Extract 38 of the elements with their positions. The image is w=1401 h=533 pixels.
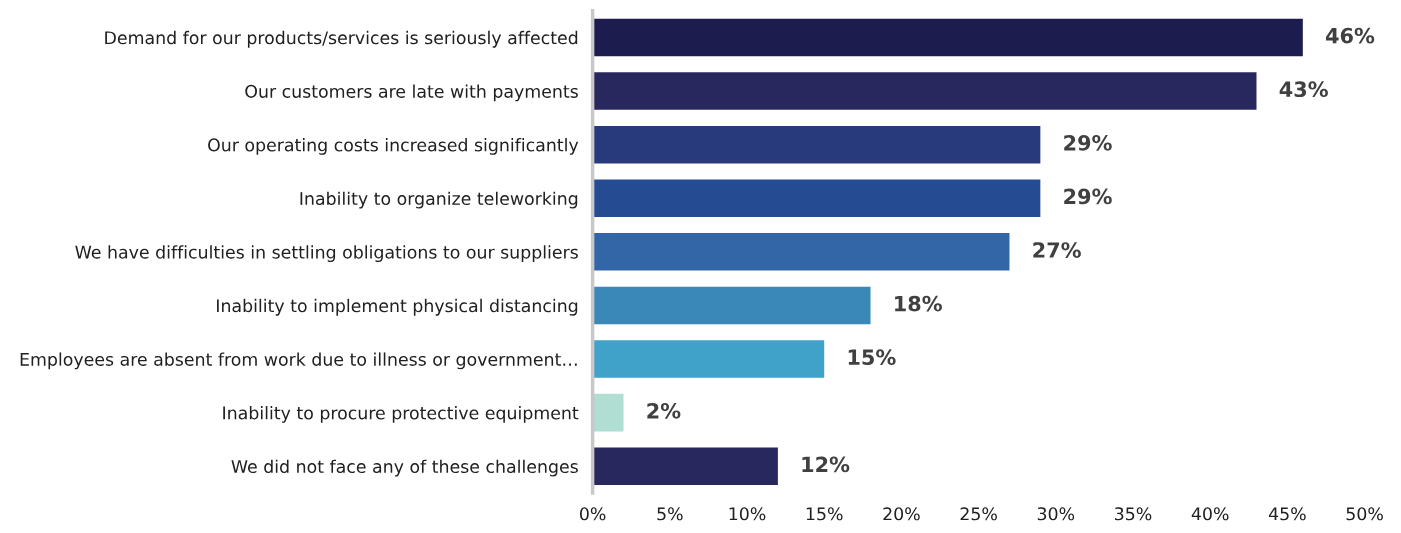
data-label: 12% [802, 456, 850, 473]
y-tick-label: We did not face any of these challenges [231, 459, 578, 477]
bar [592, 125, 1041, 164]
bar [592, 393, 624, 432]
data-label: 29% [1064, 134, 1112, 151]
x-tick-label: 35% [1115, 507, 1152, 521]
y-tick-label: Inability to implement physical distancing [217, 298, 578, 316]
x-tick-label: 10% [729, 507, 766, 521]
y-tick-label: Our operating costs increased significantly [208, 138, 579, 155]
data-label: 2% [647, 402, 681, 419]
x-tick-label: 20% [883, 507, 920, 521]
bar [592, 179, 1041, 218]
bar [592, 447, 778, 485]
data-label: 29% [1064, 188, 1112, 205]
x-tick-label: 15% [806, 507, 843, 521]
data-label: 15% [848, 349, 896, 366]
y-tick-label: Inability to organize teleworking [300, 191, 578, 209]
x-tick-label: 25% [960, 507, 997, 521]
y-tick-label: We have difficulties in settling obligations to our suppliers [75, 245, 578, 263]
y-tick-label: Employees are absent from work due to illness or government… [20, 352, 577, 370]
x-tick-label: 0% [580, 507, 606, 521]
data-label: 18% [895, 295, 942, 312]
x-tick-label: 45% [1268, 507, 1306, 521]
x-tick-label: 5% [657, 507, 683, 521]
bar [592, 286, 871, 325]
y-tick-label: Our customers are late with payments [245, 84, 578, 102]
x-tick-label: 30% [1037, 507, 1075, 521]
y-tick-label: Demand for our products/services is seriously affected [105, 30, 578, 48]
data-label: 43% [1279, 81, 1328, 98]
data-label: 46% [1325, 27, 1375, 44]
x-tick-label: 40% [1191, 507, 1229, 521]
bar [592, 72, 1257, 110]
bar [592, 340, 825, 378]
bar [592, 18, 1303, 57]
bar [592, 233, 1010, 271]
y-tick-label: Inability to procure protective equipment [223, 406, 579, 423]
data-label: 27% [1033, 242, 1081, 258]
x-tick-label: 50% [1346, 507, 1383, 521]
